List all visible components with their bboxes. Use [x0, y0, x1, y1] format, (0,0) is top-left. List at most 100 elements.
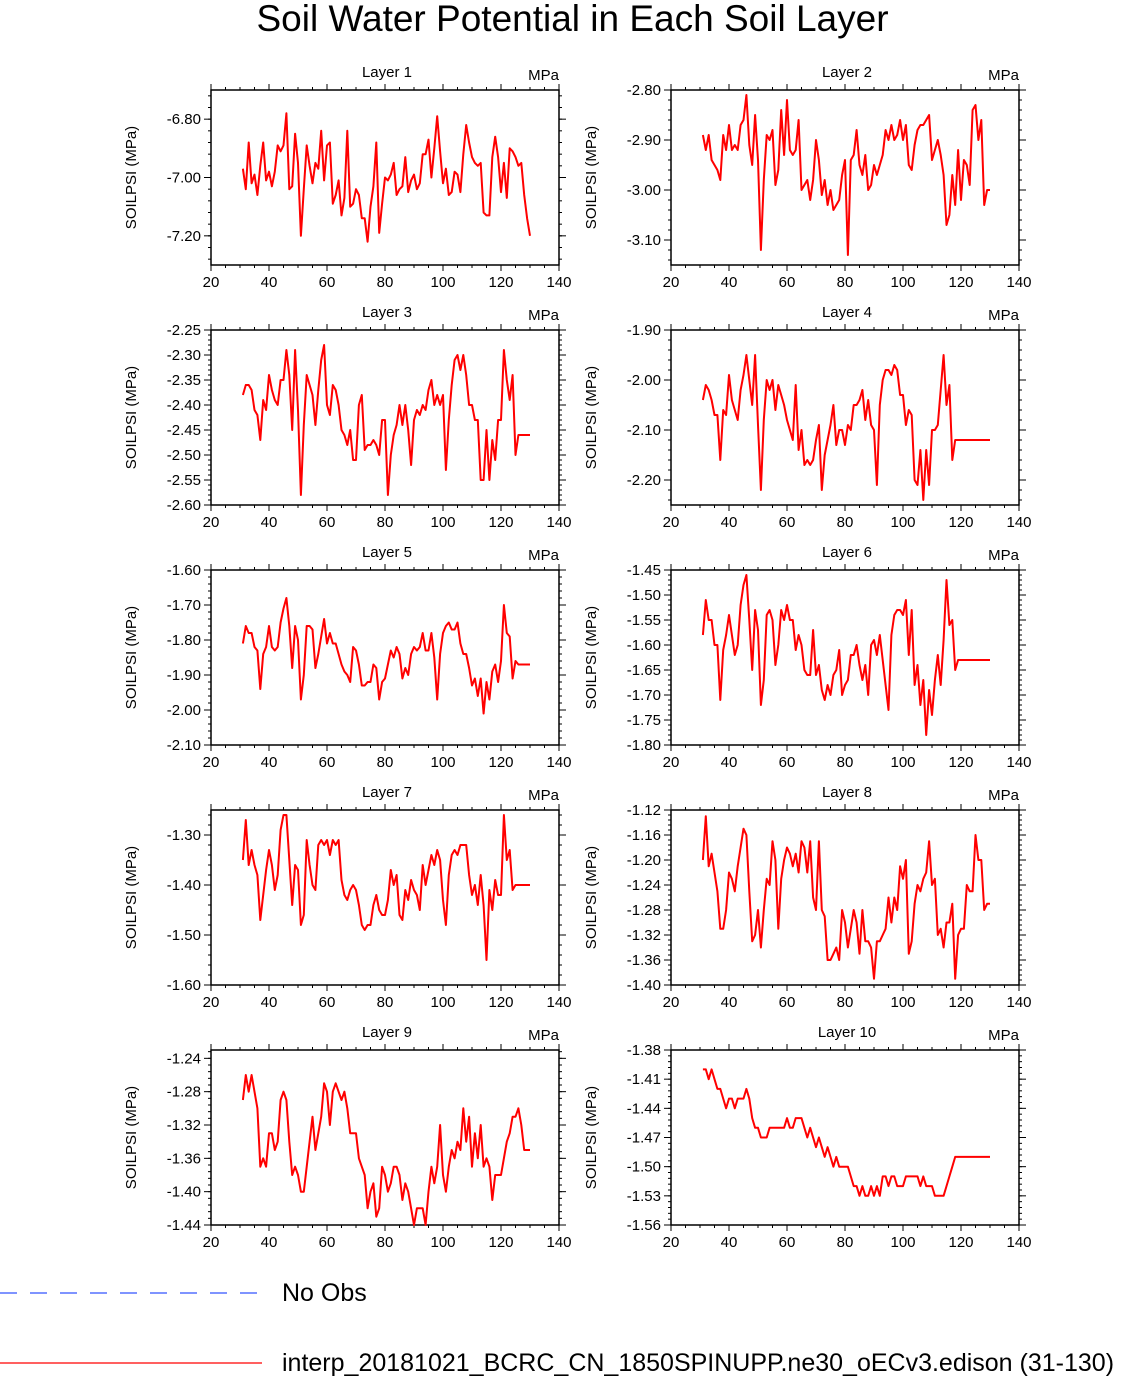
panel-layer-4: 20 40 60 80 100 120 140 -1.90 -2.00 -2.10 -2.20 SOI…: [583, 304, 1032, 531]
y-tick-label: -1.60: [627, 637, 661, 654]
panel-units: MPa: [528, 67, 560, 84]
legend: [0, 1292, 262, 1364]
series-line-model: [241, 344, 530, 496]
panel-layer-5: 20 40 60 80 100 120 140 -1.60 -1.70 -1.80 -1.90 -2.…: [123, 544, 572, 771]
y-tick-label: -1.53: [627, 1188, 661, 1205]
y-tick-label: -1.16: [627, 827, 661, 844]
x-tick-label: 80: [837, 1234, 854, 1251]
panel-layer-6: 20 40 60 80 100 120 140 -1.45 -1.50 -1.55 -1.60 -1.…: [583, 544, 1032, 771]
x-tick-label: 40: [721, 994, 738, 1011]
panel-units: MPa: [988, 67, 1020, 84]
y-tick-label: -1.12: [627, 802, 661, 819]
x-tick-label: 80: [837, 994, 854, 1011]
plot-frame: [210, 1049, 560, 1226]
plot-frame: [670, 1049, 1020, 1226]
panel-title: Layer 8: [822, 784, 872, 801]
x-tick-label: 100: [430, 1234, 455, 1251]
y-tick-label: -3.00: [627, 182, 661, 199]
x-tick-label: 140: [546, 274, 571, 291]
y-tick-label: -1.50: [627, 587, 661, 604]
x-tick-label: 140: [1006, 274, 1031, 291]
x-tick-label: 60: [319, 994, 336, 1011]
panel-title: Layer 3: [362, 304, 412, 321]
x-tick-label: 20: [203, 514, 220, 531]
series-line-model: [701, 94, 990, 256]
y-tick-label: -1.55: [627, 612, 661, 629]
x-tick-label: 120: [948, 274, 973, 291]
x-tick-label: 80: [377, 274, 394, 291]
x-tick-label: 60: [319, 1234, 336, 1251]
y-tick-label: -7.20: [167, 228, 201, 245]
y-tick-label: -1.32: [167, 1117, 201, 1134]
legend-label-no-obs: No Obs: [282, 1279, 367, 1307]
y-tick-label: -1.50: [627, 1159, 661, 1176]
x-tick-label: 100: [430, 754, 455, 771]
y-tick-label: -2.45: [167, 422, 201, 439]
y-tick-label: -2.00: [167, 702, 201, 719]
y-tick-label: -1.60: [167, 977, 201, 994]
x-tick-label: 120: [948, 994, 973, 1011]
x-tick-label: 100: [890, 1234, 915, 1251]
y-tick-label: -2.20: [627, 472, 661, 489]
x-tick-label: 80: [377, 994, 394, 1011]
y-tick-label: -1.47: [627, 1130, 661, 1147]
page-title: Soil Water Potential in Each Soil Layer: [256, 0, 889, 39]
y-tick-label: -1.60: [167, 562, 201, 579]
panel-layer-9: 20 40 60 80 100 120 140 -1.24 -1.28 -1.32 -1.36 -1.…: [123, 1024, 572, 1251]
panel-layer-3: 20 40 60 80 100 120 140 -2.25 -2.30 -2.35 -2.40 -2.…: [123, 304, 572, 531]
y-tick-label: -1.50: [167, 927, 201, 944]
x-tick-label: 140: [546, 754, 571, 771]
y-tick-label: -1.44: [627, 1100, 661, 1117]
y-tick-label: -1.70: [627, 687, 661, 704]
x-tick-label: 20: [663, 994, 680, 1011]
y-tick-label: -1.80: [167, 632, 201, 649]
panel-layer-7: 20 40 60 80 100 120 140 -1.30 -1.40 -1.50 -1.60 SOI…: [123, 784, 572, 1011]
x-tick-label: 40: [261, 274, 278, 291]
panel-layer-10: 20 40 60 80 100 120 140 -1.38 -1.41 -1.44 -1.47 -1.…: [583, 1024, 1032, 1251]
x-tick-label: 60: [779, 1234, 796, 1251]
panel-units: MPa: [988, 547, 1020, 564]
panel-title: Layer 5: [362, 544, 412, 561]
y-tick-label: -1.40: [627, 977, 661, 994]
x-tick-label: 140: [1006, 514, 1031, 531]
y-tick-label: -1.24: [627, 877, 661, 894]
y-tick-label: -1.20: [627, 852, 661, 869]
x-tick-label: 120: [488, 514, 513, 531]
x-tick-label: 100: [430, 994, 455, 1011]
y-axis-label: SOILPSI (MPa): [583, 366, 600, 469]
x-tick-label: 60: [779, 994, 796, 1011]
y-axis-label: SOILPSI (MPa): [123, 366, 140, 469]
x-tick-label: 100: [890, 274, 915, 291]
x-tick-label: 40: [721, 1234, 738, 1251]
x-tick-label: 20: [663, 514, 680, 531]
y-tick-label: -1.36: [167, 1150, 201, 1167]
y-tick-label: -2.60: [167, 497, 201, 514]
y-axis-label: SOILPSI (MPa): [123, 126, 140, 229]
x-tick-label: 40: [721, 514, 738, 531]
y-tick-label: -1.40: [167, 1184, 201, 1201]
y-tick-label: -1.28: [167, 1084, 201, 1101]
series-line-model: [701, 815, 990, 980]
x-tick-label: 120: [948, 514, 973, 531]
x-tick-label: 100: [890, 994, 915, 1011]
x-tick-label: 100: [430, 514, 455, 531]
y-tick-label: -1.30: [167, 827, 201, 844]
y-tick-label: -1.36: [627, 952, 661, 969]
y-tick-label: -1.65: [627, 662, 661, 679]
x-tick-label: 40: [261, 754, 278, 771]
x-tick-label: 20: [203, 754, 220, 771]
x-tick-label: 140: [1006, 994, 1031, 1011]
panel-units: MPa: [528, 787, 560, 804]
y-tick-label: -2.55: [167, 472, 201, 489]
x-tick-label: 60: [319, 514, 336, 531]
plot-frame: [210, 329, 560, 506]
y-tick-label: -1.38: [627, 1042, 661, 1059]
x-tick-label: 140: [1006, 754, 1031, 771]
panel-title: Layer 2: [822, 64, 872, 81]
y-tick-label: -2.35: [167, 372, 201, 389]
panel-title: Layer 7: [362, 784, 412, 801]
x-tick-label: 80: [837, 514, 854, 531]
y-tick-label: -1.90: [627, 322, 661, 339]
y-tick-label: -1.24: [167, 1050, 201, 1067]
